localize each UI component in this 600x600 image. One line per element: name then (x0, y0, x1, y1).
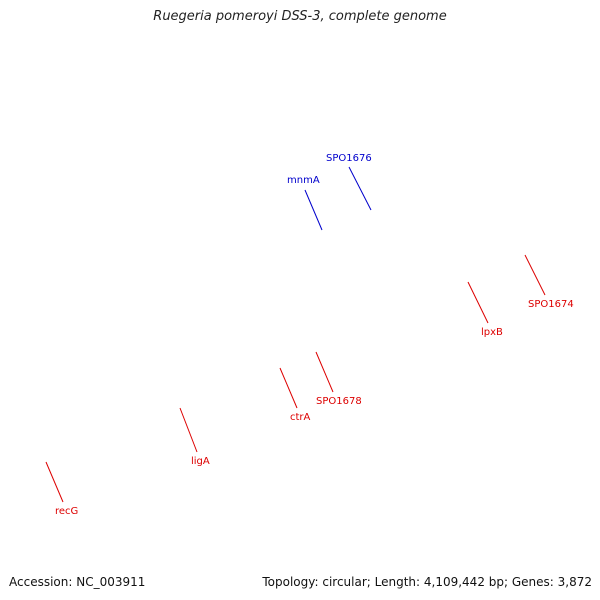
leader-SPO1674 (524, 254, 546, 296)
genome-title: Ruegeria pomeroyi DSS-3, complete genome (153, 9, 447, 24)
gene-label-SPO1674: SPO1674 (528, 299, 574, 310)
leader-ligA (179, 407, 198, 453)
gene-labels: mnmA SPO1676 lpxB SPO1674 SPO1678 ctrA ligA rec… (55, 153, 574, 517)
leader-SPO1678 (315, 351, 334, 393)
gene-label-lpxB: lpxB (481, 327, 503, 338)
accession-text: Accession: NC_003911 (9, 575, 146, 589)
leader-ctrA (279, 367, 298, 409)
gene-label-SPO1676: SPO1676 (326, 153, 372, 164)
gene-label-recG: recG (55, 506, 78, 517)
genome-summary-text: Topology: circular; Length: 4,109,442 bp… (262, 575, 592, 589)
leader-recG (45, 461, 64, 503)
leader-mnmA (304, 189, 323, 231)
leader-lpxB (467, 281, 489, 324)
gene-label-ctrA: ctrA (290, 412, 311, 423)
gene-label-ligA: ligA (191, 456, 210, 467)
gene-label-mnmA: mnmA (287, 175, 320, 186)
label-leader-lines (45, 166, 546, 503)
leader-SPO1676 (348, 166, 372, 211)
gene-label-SPO1678: SPO1678 (316, 396, 362, 407)
